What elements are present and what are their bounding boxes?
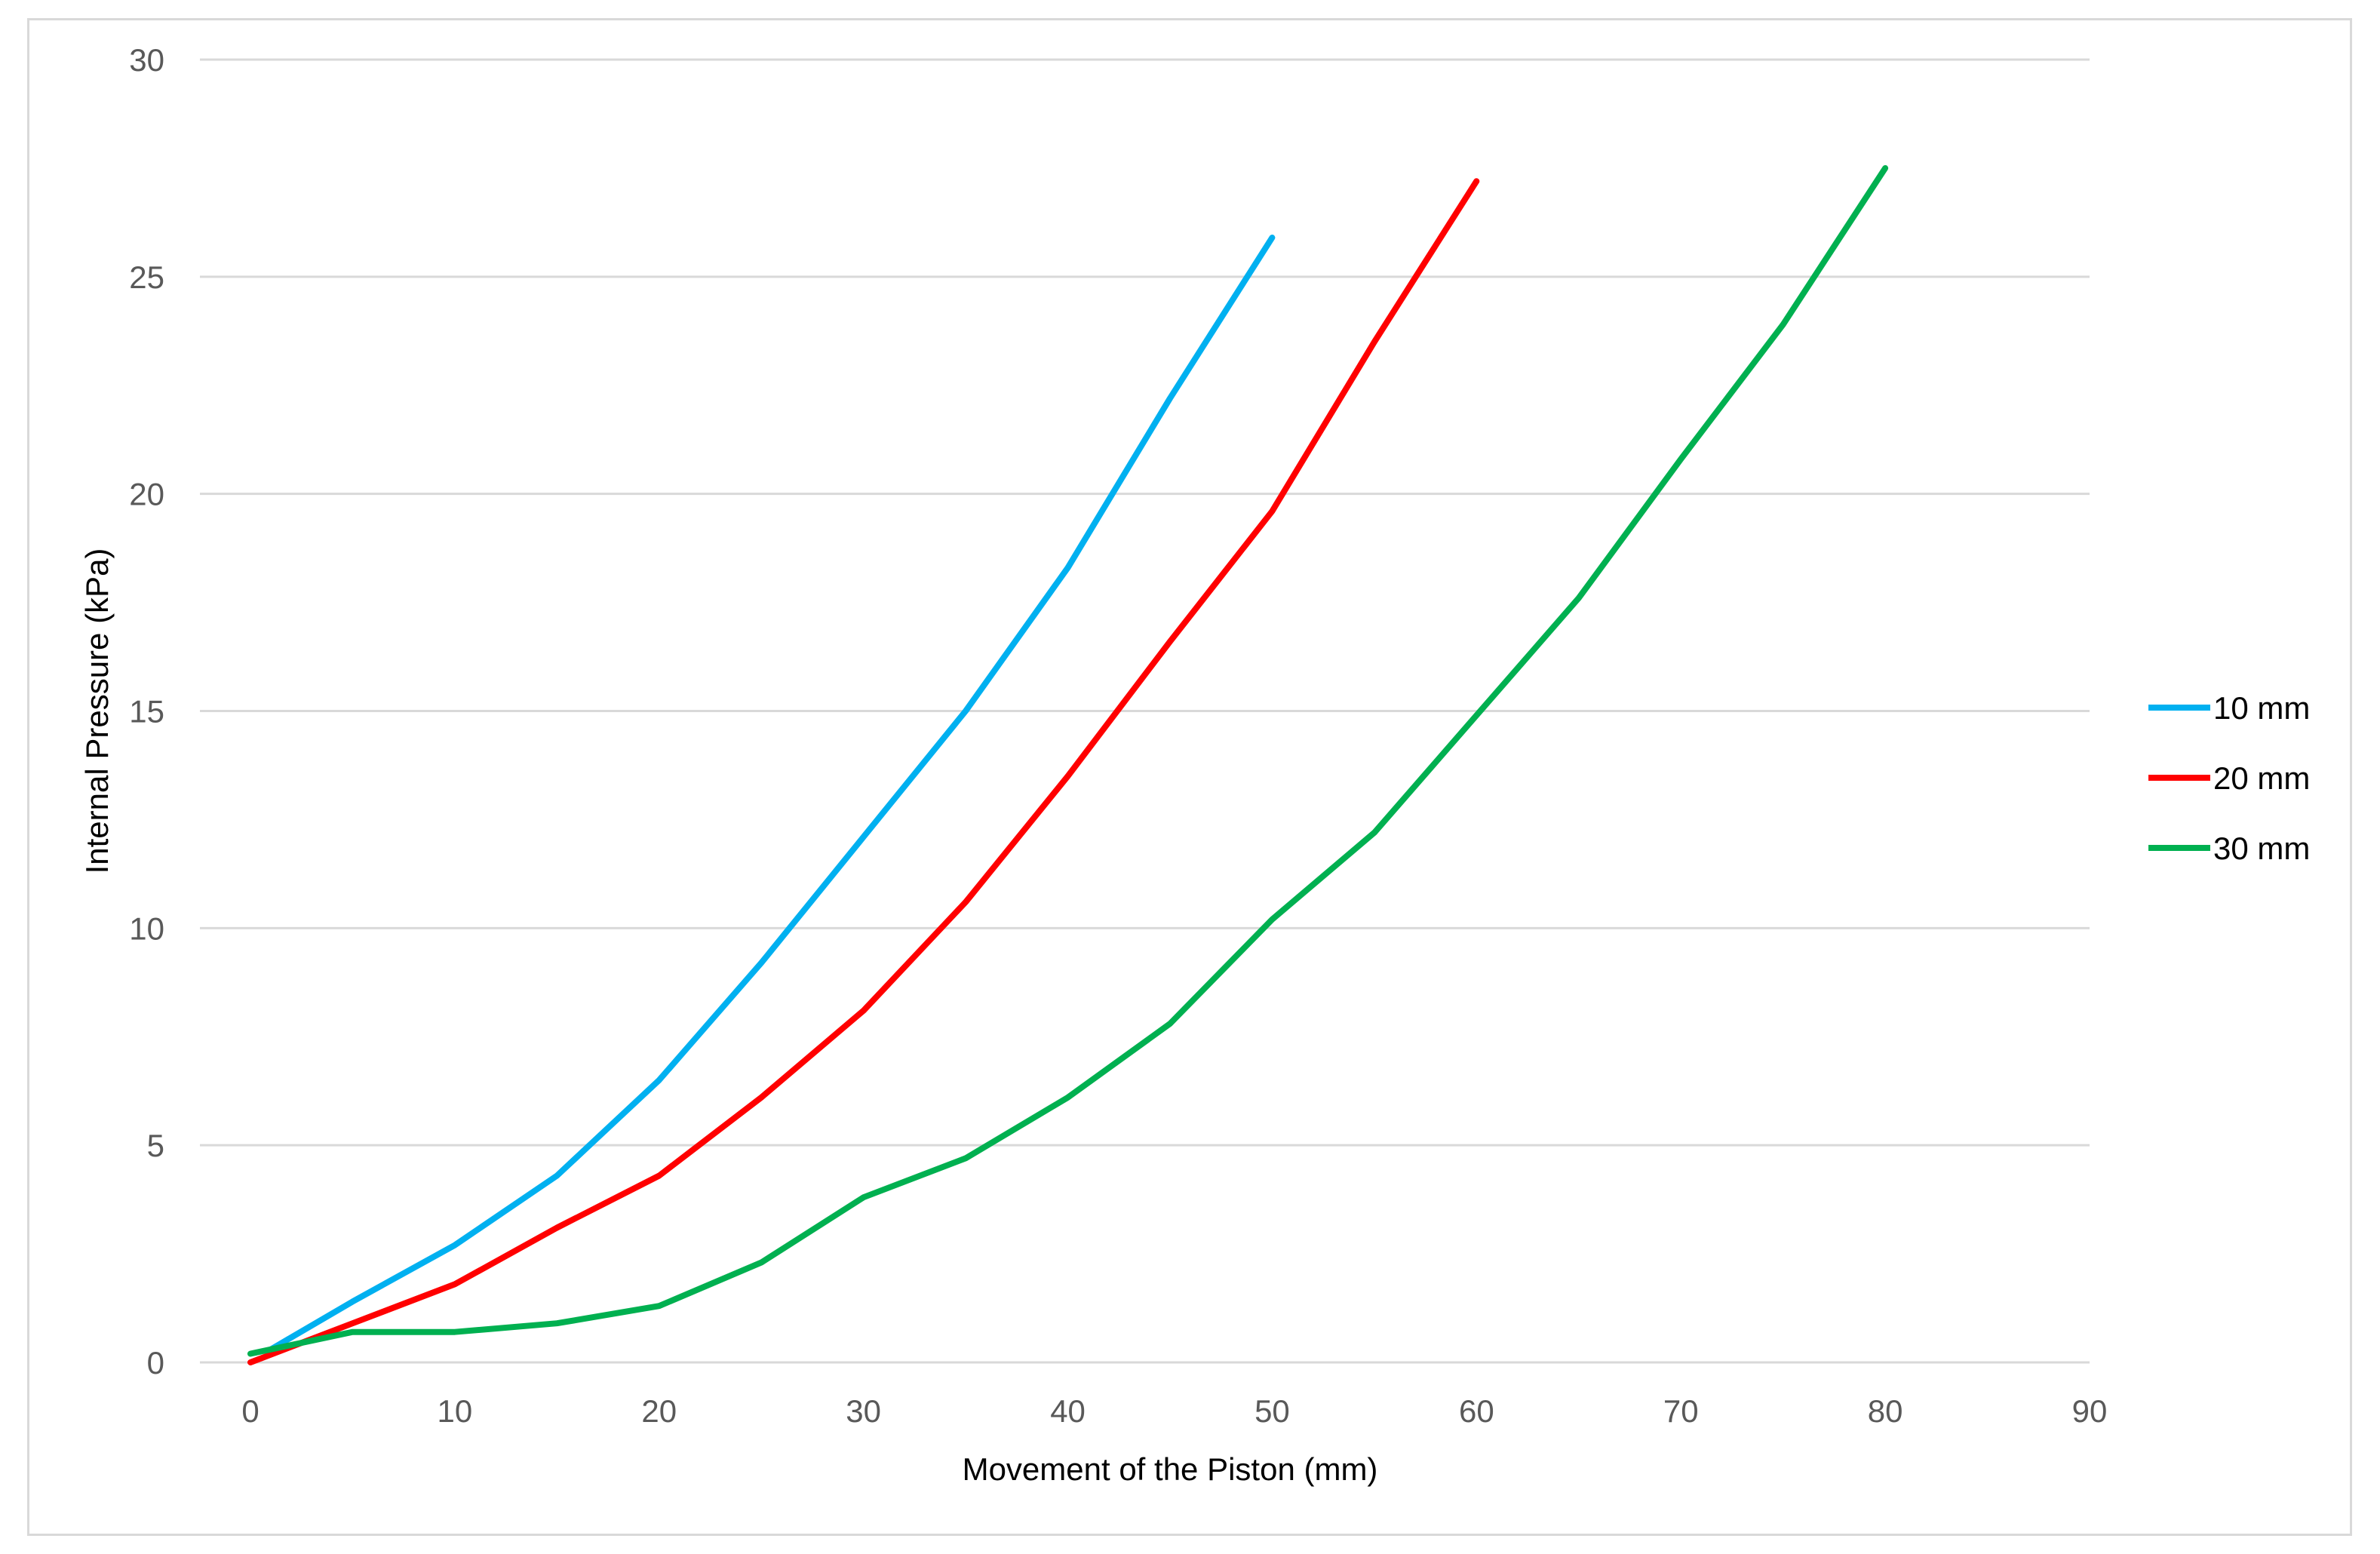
x-tick-label: 20 bbox=[641, 1393, 677, 1429]
chart-frame bbox=[27, 18, 2352, 1536]
y-tick-label: 25 bbox=[129, 260, 164, 295]
legend-label-3: 30 mm bbox=[2213, 831, 2310, 866]
x-tick-label: 40 bbox=[1050, 1393, 1086, 1429]
y-tick-label: 20 bbox=[129, 477, 164, 512]
x-tick-label: 30 bbox=[846, 1393, 881, 1429]
x-tick-label: 0 bbox=[241, 1393, 259, 1429]
y-tick-label: 10 bbox=[129, 911, 164, 946]
x-tick-label: 70 bbox=[1663, 1393, 1699, 1429]
x-tick-label: 60 bbox=[1459, 1393, 1494, 1429]
legend-label-2: 20 mm bbox=[2213, 760, 2310, 796]
y-tick-label: 30 bbox=[129, 42, 164, 78]
x-tick-label: 80 bbox=[1868, 1393, 1903, 1429]
x-axis-ticks: 0 10 20 30 40 50 60 70 80 90 bbox=[241, 1393, 2107, 1429]
legend: 10 mm 20 mm 30 mm bbox=[2148, 690, 2310, 866]
y-tick-label: 5 bbox=[147, 1128, 164, 1163]
gridlines bbox=[200, 58, 2090, 1364]
y-axis-title: Internal Pressure (kPa) bbox=[79, 548, 115, 874]
y-tick-label: 15 bbox=[129, 694, 164, 729]
x-tick-label: 10 bbox=[438, 1393, 473, 1429]
series-line-1 bbox=[268, 235, 1276, 1353]
series-line-3 bbox=[247, 164, 1889, 1357]
x-tick-label: 90 bbox=[2072, 1393, 2108, 1429]
series-line-2 bbox=[247, 178, 1480, 1365]
series-lines bbox=[247, 164, 1889, 1365]
legend-label-1: 10 mm bbox=[2213, 690, 2310, 726]
x-tick-label: 50 bbox=[1254, 1393, 1290, 1429]
y-tick-label: 0 bbox=[147, 1345, 164, 1380]
x-axis-title: Movement of the Piston (mm) bbox=[963, 1451, 1378, 1487]
y-axis-ticks: 0 5 10 15 20 25 30 bbox=[129, 42, 164, 1380]
